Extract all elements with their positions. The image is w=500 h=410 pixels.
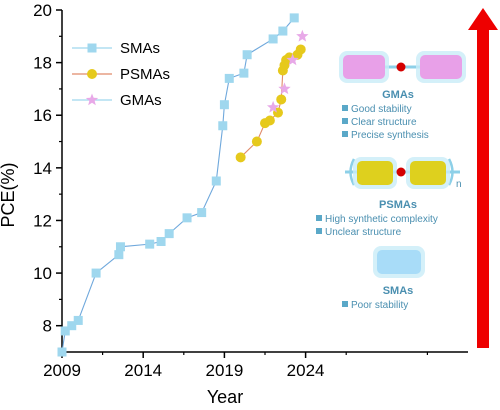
smas-feature-text: Poor stability bbox=[351, 300, 408, 311]
data-point-smas bbox=[224, 73, 234, 83]
gmas-bullet bbox=[342, 118, 348, 124]
gmas-feature-text: Precise synthesis bbox=[351, 130, 429, 141]
series-line-psmas bbox=[240, 49, 302, 158]
psma-linker-dot bbox=[396, 167, 406, 177]
y-axis-title: PCE(%) bbox=[0, 162, 18, 227]
data-point-gmas bbox=[278, 82, 291, 95]
psma-structure: n bbox=[345, 157, 462, 190]
series-line-smas bbox=[61, 17, 295, 353]
y-tick-label: 12 bbox=[33, 211, 52, 230]
smas-class-title: SMAs bbox=[383, 285, 414, 297]
legend-marker-psmas bbox=[87, 69, 97, 79]
data-point-smas bbox=[219, 100, 229, 110]
x-tick-label: 2019 bbox=[205, 361, 243, 380]
y-tick-label: 10 bbox=[33, 264, 52, 283]
legend-marker-smas bbox=[87, 43, 97, 53]
legend-marker-gmas bbox=[85, 93, 99, 106]
gmas-class-title: GMAs bbox=[382, 89, 414, 101]
psma-bracket-left bbox=[349, 158, 356, 186]
legend-label-smas: SMAs bbox=[120, 40, 160, 57]
gmas-feature-text: Clear structure bbox=[351, 117, 417, 128]
gma-block-right bbox=[420, 55, 462, 79]
psmas-class-title: PSMAs bbox=[379, 199, 417, 211]
data-point-smas bbox=[268, 34, 278, 44]
psma-repeat-subscript: n bbox=[456, 179, 462, 190]
y-tick-label: 14 bbox=[33, 159, 52, 178]
x-axis-ticks: 2009 2014 2019 2024 bbox=[43, 352, 428, 380]
y-tick-label: 8 bbox=[43, 317, 52, 336]
data-point-smas bbox=[289, 13, 299, 23]
legend-label-gmas: GMAs bbox=[120, 92, 162, 109]
y-axis-ticks: 8 10 12 14 16 18 20 bbox=[33, 1, 62, 336]
x-tick-label: 2024 bbox=[287, 361, 325, 380]
psma-block-right bbox=[410, 161, 446, 185]
psmas-feature-text: Unclear structure bbox=[325, 227, 402, 238]
gma-structure bbox=[339, 51, 466, 83]
data-point-smas bbox=[57, 347, 67, 357]
data-point-smas bbox=[115, 242, 125, 252]
y-tick-label: 18 bbox=[33, 54, 52, 73]
data-point-smas bbox=[67, 321, 77, 331]
x-axis-title: Year bbox=[207, 387, 243, 407]
data-point-smas bbox=[156, 237, 166, 247]
sma-structure bbox=[373, 246, 425, 278]
gma-linker-dot bbox=[396, 62, 406, 72]
data-point-smas bbox=[211, 176, 221, 186]
data-point-gmas bbox=[286, 53, 299, 66]
data-point-psmas bbox=[276, 94, 287, 105]
psmas-bullet bbox=[316, 228, 322, 234]
psma-bracket-right bbox=[447, 158, 454, 186]
data-point-psmas bbox=[264, 115, 275, 126]
data-point-smas bbox=[218, 121, 228, 131]
data-point-smas bbox=[91, 268, 101, 278]
molecule-class-panel: GMAs Good stability Clear structure Precise… bbox=[316, 51, 466, 311]
data-point-smas bbox=[182, 213, 192, 223]
data-point-psmas bbox=[295, 44, 306, 55]
arrow-shaft bbox=[477, 26, 489, 348]
series-psmas bbox=[235, 44, 306, 163]
psmas-feature-text: High synthetic complexity bbox=[325, 214, 438, 225]
data-point-smas bbox=[73, 315, 83, 325]
data-point-smas bbox=[145, 239, 155, 249]
arrow-head bbox=[468, 8, 498, 30]
data-point-gmas bbox=[266, 100, 280, 113]
axes: 2009 2014 2019 2024 8 10 12 14 16 18 20 Year PCE(… bbox=[0, 1, 468, 407]
legend-label-psmas: PSMAs bbox=[120, 66, 170, 83]
gmas-bullet bbox=[342, 131, 348, 137]
data-point-smas bbox=[242, 50, 252, 60]
gma-block-left bbox=[343, 55, 385, 79]
gmas-feature-text: Good stability bbox=[351, 104, 412, 115]
data-point-smas bbox=[278, 26, 288, 36]
data-point-smas bbox=[60, 326, 70, 336]
y-tick-label: 16 bbox=[33, 106, 52, 125]
legend: SMAs PSMAs GMAs bbox=[72, 40, 170, 109]
sma-block bbox=[377, 250, 421, 274]
smas-bullet bbox=[342, 301, 348, 307]
data-point-psmas bbox=[235, 152, 246, 163]
gmas-bullet bbox=[342, 105, 348, 111]
data-point-smas bbox=[164, 229, 174, 239]
psma-block-left bbox=[357, 161, 393, 185]
series-gmas bbox=[266, 29, 309, 113]
increase-arrow bbox=[468, 8, 498, 348]
data-point-smas bbox=[239, 68, 249, 78]
x-tick-label: 2014 bbox=[124, 361, 162, 380]
psmas-bullet bbox=[316, 215, 322, 221]
data-point-smas bbox=[197, 208, 207, 218]
data-point-smas bbox=[114, 250, 124, 260]
data-point-gmas bbox=[296, 29, 309, 42]
series-smas bbox=[57, 13, 299, 357]
series-layer bbox=[57, 13, 309, 357]
x-tick-label: 2009 bbox=[43, 361, 81, 380]
data-point-psmas bbox=[251, 136, 262, 147]
y-tick-label: 20 bbox=[33, 1, 52, 20]
